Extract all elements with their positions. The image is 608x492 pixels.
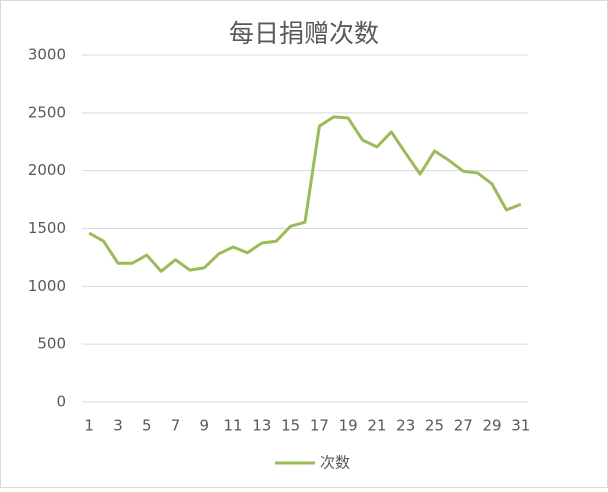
x-tick-label: 31 xyxy=(511,417,530,435)
x-tick-label: 7 xyxy=(171,417,181,435)
x-tick-label: 27 xyxy=(454,417,473,435)
data-line xyxy=(88,115,522,273)
legend-label: 次数 xyxy=(320,454,350,472)
x-tick-label: 23 xyxy=(396,417,415,435)
x-tick-label: 29 xyxy=(482,417,501,435)
x-tick-label: 3 xyxy=(113,417,123,435)
y-tick-label: 1000 xyxy=(28,277,66,295)
x-tick-label: 13 xyxy=(252,417,271,435)
x-tick-label: 25 xyxy=(425,417,444,435)
y-tick-label: 0 xyxy=(56,393,66,411)
x-tick-label: 17 xyxy=(310,417,329,435)
chart-title: 每日捐赠次数 xyxy=(229,19,379,48)
y-tick-label: 2000 xyxy=(28,161,66,179)
y-tick-label: 2500 xyxy=(28,103,66,121)
x-tick-label: 15 xyxy=(281,417,300,435)
x-tick-label: 19 xyxy=(339,417,358,435)
x-tick-label: 5 xyxy=(142,417,152,435)
x-tick-label: 11 xyxy=(224,417,243,435)
x-tick-label: 1 xyxy=(84,417,94,435)
y-tick-label: 3000 xyxy=(28,46,66,64)
y-tick-label: 1500 xyxy=(28,219,66,237)
x-tick-label: 21 xyxy=(367,417,386,435)
y-tick-label: 500 xyxy=(37,335,66,353)
x-tick-label: 9 xyxy=(200,417,210,435)
